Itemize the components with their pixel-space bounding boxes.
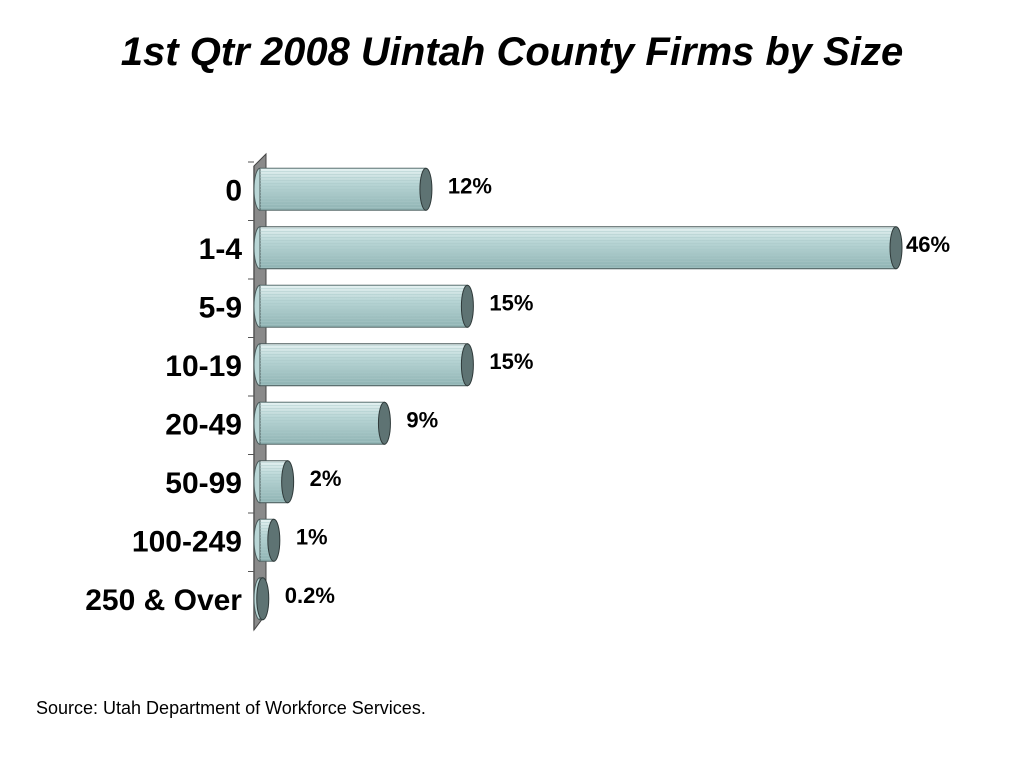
value-label: 9%	[406, 407, 438, 432]
bar-end-cap	[419, 167, 433, 211]
bar-5-9	[253, 284, 474, 328]
value-label: 15%	[489, 290, 533, 315]
category-label: 50-99	[165, 467, 242, 500]
bar-end-cap	[889, 226, 903, 270]
bar-250-over	[253, 577, 270, 621]
bar-stripes	[260, 402, 385, 445]
bars-group	[253, 167, 903, 621]
category-label: 5-9	[199, 291, 242, 324]
value-label: 1%	[296, 524, 328, 549]
axis-ticks	[248, 161, 254, 572]
bar-end-cap	[281, 460, 295, 504]
category-label: 250 & Over	[85, 584, 242, 617]
bar-1-4	[253, 226, 903, 270]
category-label: 100-249	[132, 525, 242, 558]
bar-end-cap	[256, 577, 270, 621]
category-labels: 0 1-4 5-9 10-19 20-49 50-99 100-249 250 & Over	[85, 174, 242, 617]
value-label: 2%	[310, 466, 342, 491]
value-label: 0.2%	[285, 583, 335, 608]
bar-end-cap	[460, 343, 474, 387]
category-label: 20-49	[165, 408, 242, 441]
bar-100-249	[253, 518, 281, 562]
bar-0	[253, 167, 433, 211]
bar-end-cap	[267, 518, 281, 562]
bar-stripes	[260, 285, 468, 328]
bar-50-99	[253, 460, 295, 504]
bar-end-cap	[377, 401, 391, 445]
bar-stripes	[260, 226, 896, 269]
bar-end-cap	[460, 284, 474, 328]
bar-10-19	[253, 343, 474, 387]
chart-title: 1st Qtr 2008 Uintah County Firms by Size	[120, 30, 904, 74]
bar-stripes	[260, 343, 468, 386]
source-note: Source: Utah Department of Workforce Ser…	[36, 698, 426, 718]
category-label: 0	[225, 174, 242, 207]
value-label: 12%	[448, 173, 492, 198]
value-label: 46%	[906, 232, 950, 257]
value-labels: 12% 46% 15% 15% 9% 2% 1% 0.2%	[285, 173, 950, 608]
bar-20-49	[253, 401, 391, 445]
category-label: 10-19	[165, 350, 242, 383]
bar-stripes	[260, 168, 426, 211]
value-label: 15%	[489, 349, 533, 374]
category-label: 1-4	[199, 233, 243, 266]
